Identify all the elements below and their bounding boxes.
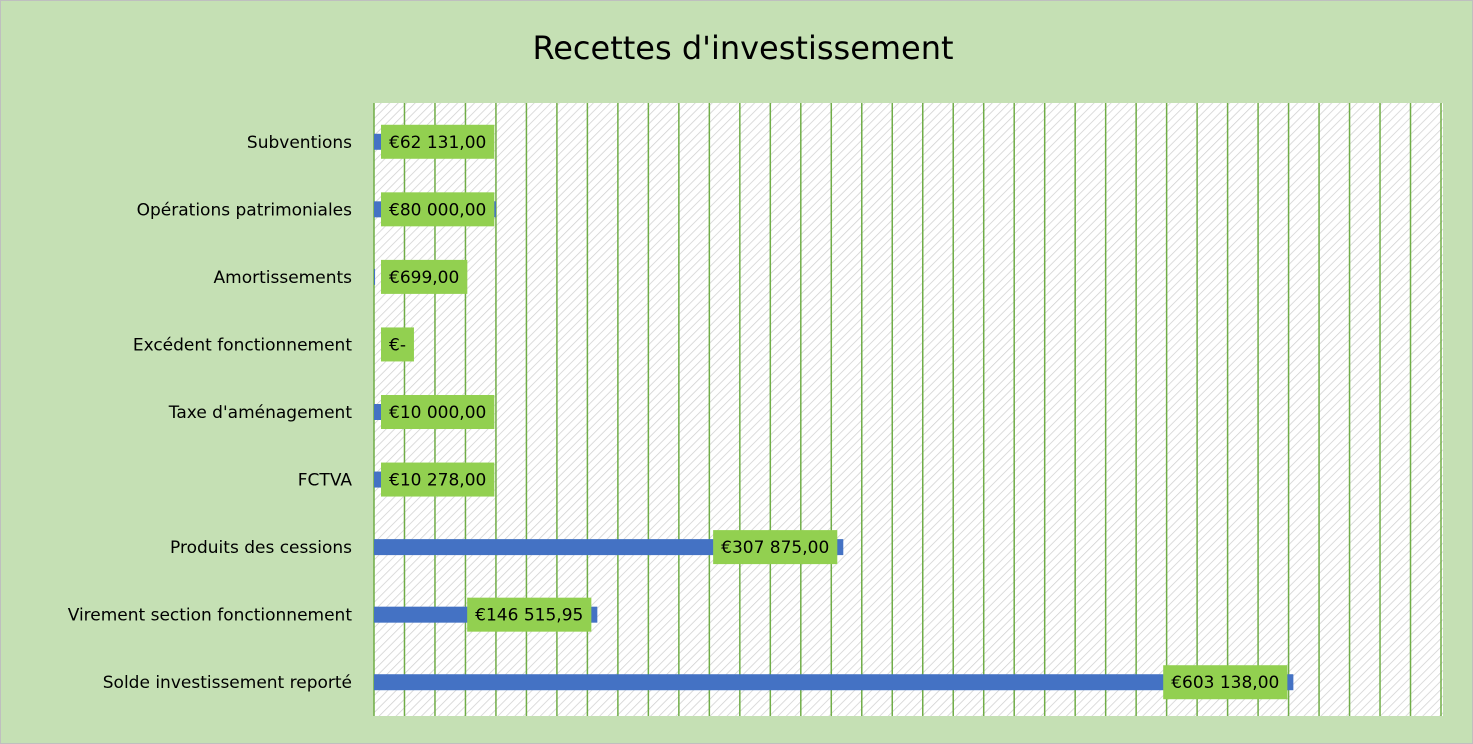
data-label: €146 515,95: [475, 606, 583, 626]
data-label: €699,00: [389, 268, 459, 288]
data-label: €10 278,00: [389, 471, 486, 491]
data-label-box: [381, 395, 495, 429]
data-label-box: [1163, 665, 1288, 700]
data-label: €-: [389, 335, 406, 355]
y-tick-label: Amortissements: [214, 268, 353, 288]
data-label-box: [467, 597, 592, 632]
y-tick-label: Excédent fonctionnement: [133, 335, 353, 355]
data-label: €10 000,00: [389, 403, 486, 423]
y-tick-label: Virement section fonctionnement: [68, 606, 353, 626]
chart-title: Recettes d'investissement: [532, 29, 953, 67]
data-label: €603 138,00: [1171, 673, 1279, 693]
y-tick-label: Produits des cessions: [170, 538, 352, 558]
data-label: €307 875,00: [721, 538, 829, 558]
data-label-box: [381, 192, 495, 227]
y-tick-label: Opérations patrimoniales: [137, 200, 353, 220]
y-tick-label: Taxe d'aménagement: [168, 403, 353, 423]
y-tick-label: Solde investissement reporté: [103, 673, 352, 693]
data-label: €62 131,00: [389, 133, 486, 153]
data-label: €80 000,00: [389, 200, 486, 220]
y-tick-label: FCTVA: [298, 471, 353, 491]
bar: [374, 268, 376, 285]
y-tick-label: Subventions: [247, 133, 352, 153]
data-label-box: [713, 530, 838, 565]
data-label-box: [381, 259, 468, 294]
data-label-box: [381, 327, 414, 362]
bar: [374, 674, 1294, 691]
data-label-box: [381, 462, 495, 497]
data-label-box: [381, 124, 495, 159]
